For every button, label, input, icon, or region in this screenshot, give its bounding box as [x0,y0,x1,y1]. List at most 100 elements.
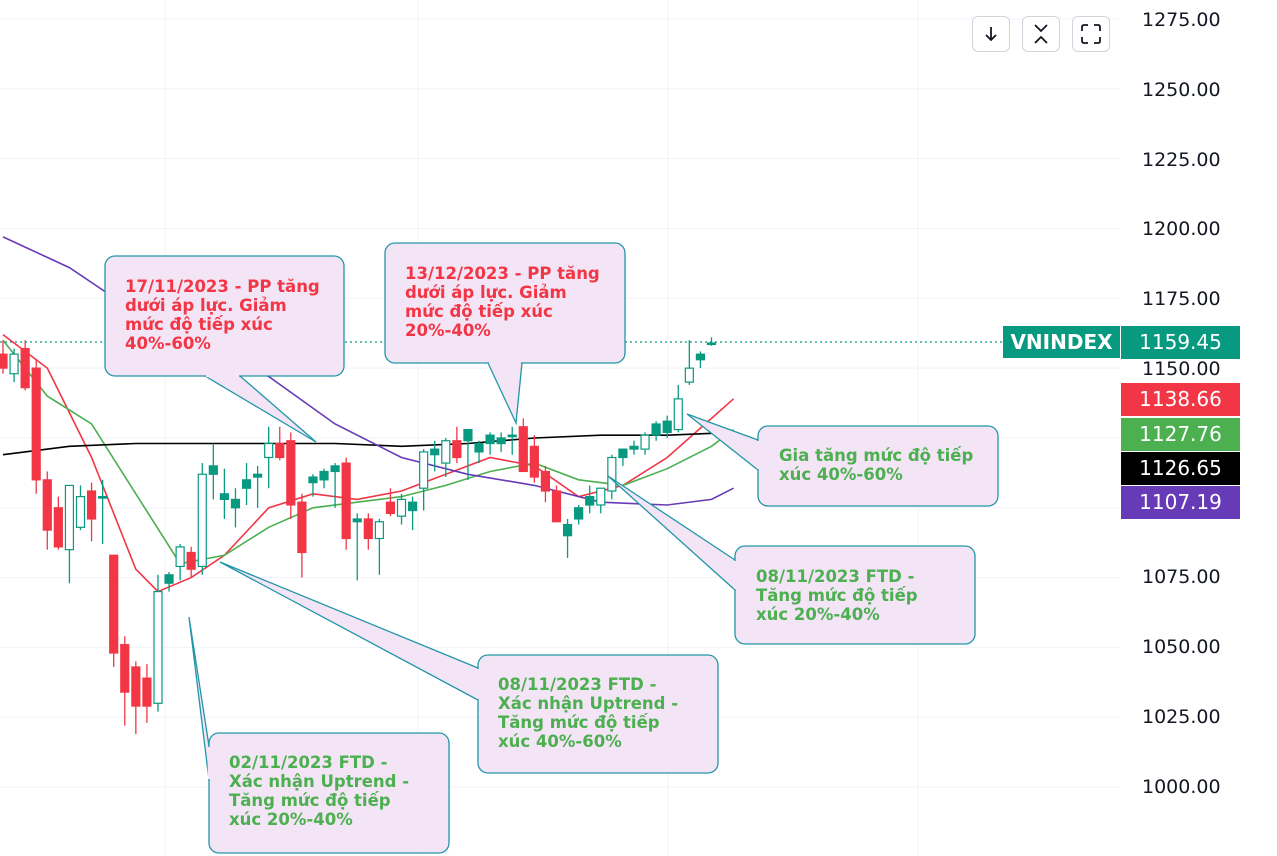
candle-body [662,420,672,433]
candle-body [120,644,130,693]
candle-body [175,546,185,568]
moving-average-line [2,431,734,456]
candle-body [0,353,8,369]
callout-box [477,654,719,774]
candle-body [197,473,207,568]
candle-body [607,456,617,492]
candle-body [241,479,252,489]
candle-body [153,590,163,704]
y-tick-label: 1150.00 [1142,358,1221,380]
candle-body [640,434,650,450]
candle-body [31,367,41,481]
callout-text: 08/11/2023 FTD - Xác nhận Uptrend - Tăng… [498,675,679,751]
candle-body [297,501,307,554]
candle-body [485,434,495,445]
arrow-down-icon [985,27,997,42]
candle-body [286,440,296,506]
y-tick-label: 1050.00 [1142,636,1221,658]
ma-value-tag: 1127.76 [1121,418,1240,451]
candle-body [275,442,285,459]
candle-body [131,666,141,707]
candle-body [585,496,595,506]
callout-text: 13/12/2023 - PP tăng dưới áp lực. Giảm m… [405,264,600,340]
candle-body [341,462,351,540]
candle-body [574,507,584,520]
last-price-tag: 1159.45 [1121,326,1240,359]
candle-body [363,518,373,540]
candle-body [562,523,573,537]
candle-body [596,487,606,506]
candle-body [109,554,119,654]
candle-body [86,490,97,520]
fullscreen-icon [1081,24,1101,44]
candle-body [20,347,30,389]
candle-body [463,428,473,442]
candle-body [684,367,694,383]
candle-body [651,423,661,436]
collapse-button[interactable] [1022,16,1060,52]
candle-body [706,342,717,346]
callout-pointer [202,375,317,443]
y-tick-label: 1225.00 [1142,149,1221,171]
candle-body [540,470,551,492]
candle-body [430,448,440,456]
candle-body [186,551,196,570]
callout-pointer [219,561,479,702]
candle-body [695,353,706,361]
y-tick-label: 1075.00 [1142,566,1221,588]
candle-body [264,442,274,459]
callout-text: 02/11/2023 FTD - Xác nhận Uptrend - Tăng… [229,753,410,829]
y-tick-label: 1175.00 [1142,288,1221,310]
candle-body [142,677,152,707]
candle-body [330,465,340,473]
callout-text: Gia tăng mức độ tiếp xúc 40%-60% [779,446,974,484]
candle-body [529,445,539,478]
candle-body [618,448,628,459]
candle-body [419,451,429,489]
fullscreen-button[interactable] [1072,16,1110,52]
candle-body [551,490,562,523]
candle-body [98,496,108,499]
candle-body [673,398,683,431]
collapse-icon [1034,24,1048,44]
ma-value-tag: 1107.19 [1121,486,1240,519]
candle-body [9,353,19,375]
candle-body [396,498,407,517]
candle-body [374,521,384,540]
candle-body [42,479,52,531]
y-tick-label: 1000.00 [1142,776,1221,798]
callout-pointer [686,413,759,472]
symbol-tag: VNINDEX [1003,326,1120,358]
candle-body [219,493,229,500]
candle-body [496,437,506,445]
candle-body [53,507,63,548]
candle-body [308,476,318,484]
candlesticks [0,337,717,735]
callout-pointer [188,616,210,781]
y-tick-label: 1250.00 [1142,79,1221,101]
candle-body [452,440,462,459]
candle-body [64,484,75,551]
callout-text: 17/11/2023 - PP tăng dưới áp lực. Giảm m… [125,277,320,353]
candle-body [385,501,396,514]
y-tick-label: 1275.00 [1142,9,1221,31]
candle-body [352,518,362,523]
candle-body [230,498,241,509]
candle-body [319,470,329,481]
scroll-down-button[interactable] [972,16,1010,52]
y-tick-label: 1025.00 [1142,706,1221,728]
candle-body [474,442,484,453]
candle-body [253,473,263,478]
candle-body [164,574,174,584]
callout-pointer [486,362,523,426]
candle-body [518,426,528,473]
candle-body [441,440,451,464]
candle-body [629,445,639,450]
callout-box [734,545,976,645]
ma-value-tag: 1126.65 [1121,452,1240,485]
moving-average-line [2,339,735,565]
candle-body [75,496,86,528]
callout-box [208,732,450,854]
candle-body [407,501,418,512]
